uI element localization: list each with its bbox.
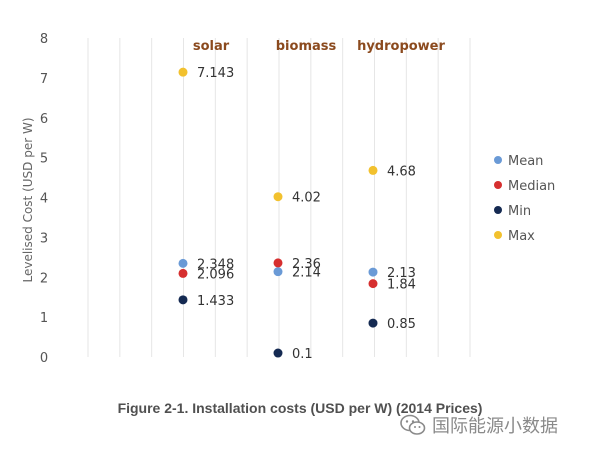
legend-label-min: Min	[508, 204, 531, 219]
data-label: 2.348	[197, 257, 234, 272]
data-label: 2.36	[292, 257, 321, 272]
point-median-hydropower	[368, 279, 378, 289]
data-label: 4.02	[292, 191, 321, 206]
y-tick-label: 3	[40, 231, 48, 246]
y-tick-label: 1	[40, 311, 48, 326]
y-tick-label: 5	[40, 152, 48, 167]
wechat-icon	[400, 414, 426, 435]
data-label: 1.433	[197, 294, 234, 309]
category-label-biomass: biomass	[276, 39, 337, 54]
data-label: 4.68	[387, 164, 416, 179]
data-label: 7.143	[197, 66, 234, 81]
y-tick-label: 0	[40, 351, 48, 366]
y-tick-label: 6	[40, 112, 48, 127]
legend-marker-mean	[494, 156, 502, 164]
data-label: 0.1	[292, 347, 313, 362]
point-max-solar	[178, 67, 188, 77]
legend-marker-min	[494, 206, 502, 214]
point-max-biomass	[273, 192, 283, 202]
legend-marker-median	[494, 181, 502, 189]
category-label-solar: solar	[193, 39, 230, 54]
legend-label-median: Median	[508, 179, 555, 194]
data-label: 1.84	[387, 278, 416, 293]
legend-marker-max	[494, 231, 502, 239]
chart: 0 1 2 3 4 5 6 7 8 Levelised Cost (USD per W) solar…	[21, 32, 555, 366]
figure-caption: Figure 2-1. Installation costs (USD per …	[117, 400, 483, 416]
point-min-solar	[178, 295, 188, 305]
point-median-biomass	[273, 258, 283, 268]
point-median-solar	[178, 268, 188, 278]
legend-label-mean: Mean	[508, 154, 543, 169]
y-tick-label: 2	[40, 271, 48, 286]
y-tick-label: 8	[40, 32, 48, 47]
point-min-hydropower	[368, 318, 378, 328]
data-label: 2.096	[197, 267, 234, 282]
point-min-biomass	[273, 348, 283, 358]
y-axis-label: Levelised Cost (USD per W)	[21, 118, 35, 283]
point-mean-solar	[178, 258, 188, 268]
y-tick-label: 4	[40, 192, 48, 207]
y-tick-label: 7	[40, 72, 48, 87]
watermark: 国际能源小数据	[400, 412, 558, 438]
data-label: 2.14	[292, 266, 321, 281]
category-label-hydropower: hydropower	[357, 39, 445, 54]
data-label: 0.85	[387, 317, 416, 332]
data-label: 2.13	[387, 266, 416, 281]
point-mean-biomass	[273, 267, 283, 277]
legend-label-max: Max	[508, 229, 535, 244]
point-mean-hydropower	[368, 267, 378, 277]
point-max-hydropower	[368, 165, 378, 175]
watermark-text: 国际能源小数据	[432, 416, 558, 437]
